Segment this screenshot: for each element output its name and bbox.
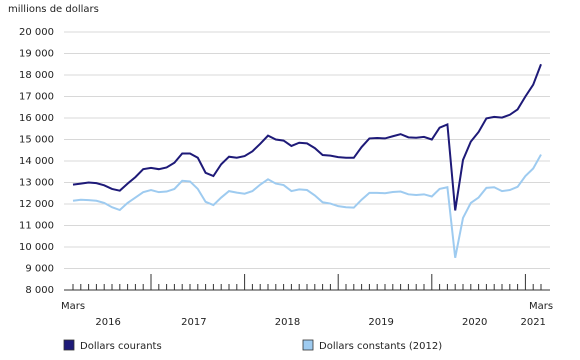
y-tick-label: 20 000 [19, 27, 54, 38]
legend-swatch [302, 339, 314, 351]
x-group-label: 2021 [520, 317, 545, 328]
y-axis-label: millions de dollars [8, 4, 99, 15]
y-tick-label: 8 000 [25, 285, 54, 296]
y-tick-label: 15 000 [19, 135, 54, 146]
legend-label: Dollars constants (2012) [319, 341, 442, 352]
y-tick-label: 19 000 [19, 49, 54, 60]
x-group-label: 2019 [368, 317, 393, 328]
y-tick-label: 14 000 [19, 156, 54, 167]
y-tick-label: 13 000 [19, 178, 54, 189]
y-tick-label: 12 000 [19, 199, 54, 210]
line [72, 154, 542, 258]
y-tick-label: 17 000 [19, 92, 54, 103]
legend-swatch [63, 339, 75, 351]
y-tick-label: 16 000 [19, 113, 54, 124]
y-tick-label: 10 000 [19, 242, 54, 253]
x-tick-label: Mars [61, 301, 85, 312]
line [72, 63, 542, 211]
y-tick-label: 11 000 [19, 221, 54, 232]
x-tick-label: Mars [529, 301, 553, 312]
y-tick-label: 18 000 [19, 70, 54, 81]
x-group-label: 2017 [181, 317, 206, 328]
x-group-label: 2020 [462, 317, 487, 328]
y-tick-label: 9 000 [25, 264, 54, 275]
legend-label: Dollars courants [80, 341, 162, 352]
x-group-label: 2016 [95, 317, 120, 328]
x-group-label: 2018 [275, 317, 300, 328]
